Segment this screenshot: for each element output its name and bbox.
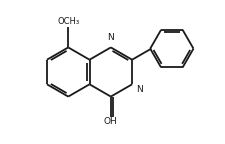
Text: OCH₃: OCH₃: [57, 17, 79, 26]
Text: OH: OH: [104, 117, 118, 126]
Text: N: N: [108, 33, 114, 42]
Text: N: N: [136, 85, 143, 94]
